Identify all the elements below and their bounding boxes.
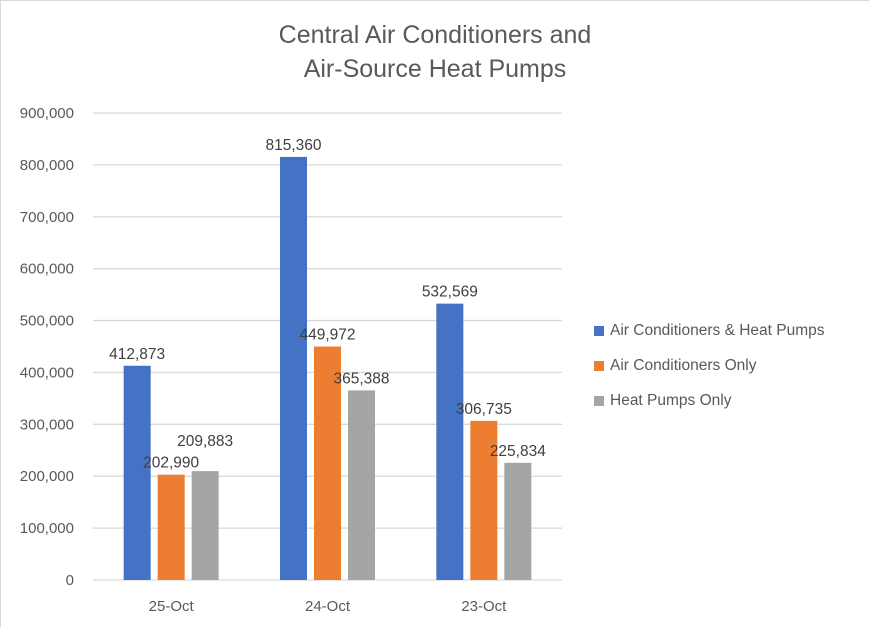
legend-item-hp-only: Heat Pumps Only (594, 383, 825, 418)
y-tick-label: 400,000 (20, 364, 74, 381)
y-tick-label: 900,000 (20, 105, 74, 122)
bar (280, 156, 307, 580)
x-tick-label: 24-Oct (305, 598, 351, 615)
y-tick-label: 600,000 (20, 261, 74, 278)
legend-swatch-ac-only (594, 360, 604, 371)
chart-title: Central Air Conditioners and Air-Source … (200, 18, 670, 86)
bar (436, 303, 464, 580)
bar (123, 365, 151, 580)
data-label: 365,388 (333, 370, 389, 387)
legend-item-ac-only: Air Conditioners Only (594, 348, 825, 383)
data-label: 225,834 (490, 443, 546, 460)
x-tick-label: 23-Oct (461, 598, 507, 615)
legend-label-ac-only: Air Conditioners Only (610, 356, 757, 374)
legend-label-hp-only: Heat Pumps Only (610, 391, 732, 409)
bar (314, 346, 341, 580)
bar (157, 474, 185, 580)
y-tick-label: 700,000 (20, 209, 74, 226)
y-tick-label: 200,000 (20, 468, 74, 485)
y-tick-label: 0 (66, 572, 74, 589)
legend-label-ac-and-hp: Air Conditioners & Heat Pumps (610, 321, 825, 339)
data-label: 412,873 (109, 346, 165, 363)
bar (504, 462, 532, 580)
bar (470, 420, 498, 580)
y-tick-label: 100,000 (20, 520, 74, 537)
data-label: 202,990 (143, 455, 199, 472)
legend-swatch-hp-only (594, 395, 604, 406)
chart-title-line-2: Air-Source Heat Pumps (303, 55, 567, 83)
chart-title-line-1: Central Air Conditioners and (278, 21, 592, 49)
data-label: 449,972 (299, 327, 355, 344)
y-tick-label: 500,000 (20, 313, 74, 330)
data-label: 532,569 (422, 284, 478, 301)
legend: Air Conditioners & Heat Pumps Air Condit… (594, 313, 825, 418)
bar (191, 471, 219, 580)
x-tick-label: 25-Oct (149, 598, 195, 615)
legend-swatch-ac-and-hp (594, 325, 604, 336)
y-tick-label: 800,000 (20, 157, 74, 174)
data-label: 815,360 (265, 137, 321, 154)
legend-item-ac-and-hp: Air Conditioners & Heat Pumps (594, 313, 825, 348)
data-label: 209,883 (177, 433, 233, 450)
y-tick-label: 300,000 (20, 416, 74, 433)
bar (348, 390, 375, 580)
data-label: 306,735 (456, 401, 512, 418)
